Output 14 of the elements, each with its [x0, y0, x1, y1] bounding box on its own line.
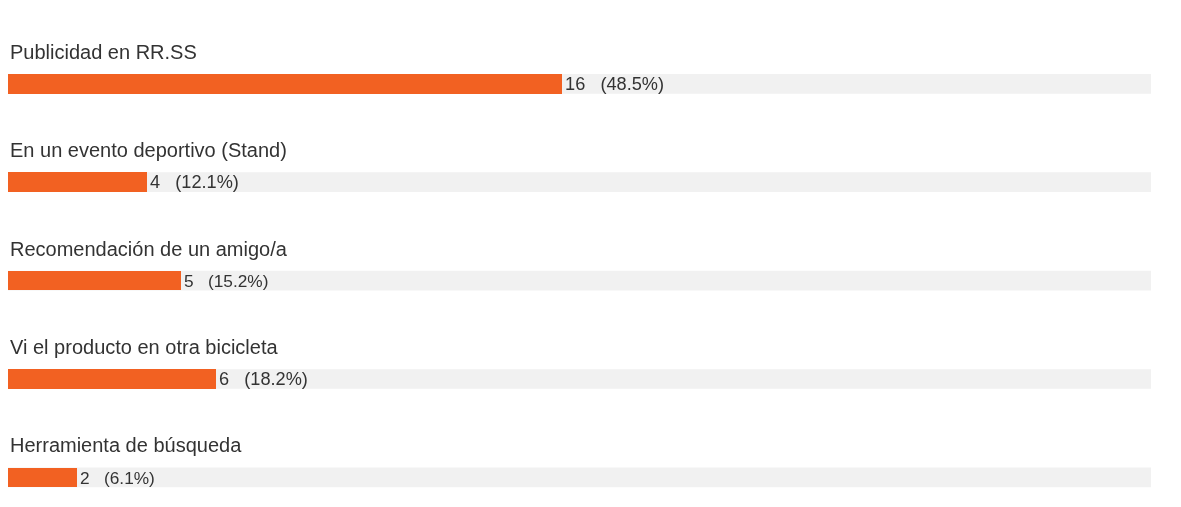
y-tick-label: Recomendación de un amigo/a: [10, 238, 288, 260]
data-label: 5 (15.2%): [184, 270, 269, 291]
bar: [8, 369, 216, 389]
data-label: 4 (12.1%): [150, 172, 239, 193]
data-label: 6 (18.2%): [219, 369, 308, 390]
bar: [8, 172, 147, 192]
data-label: 16 (48.5%): [565, 74, 665, 95]
y-tick-label: En un evento deportivo (Stand): [10, 139, 287, 161]
y-tick-label: Vi el producto en otra bicicleta: [10, 336, 279, 358]
bar: [8, 271, 181, 290]
y-tick-label: Publicidad en RR.SS: [10, 41, 197, 63]
y-tick-label: Herramienta de búsqueda: [10, 434, 243, 456]
data-label: 2 (6.1%): [80, 467, 155, 488]
bar: [8, 468, 77, 487]
